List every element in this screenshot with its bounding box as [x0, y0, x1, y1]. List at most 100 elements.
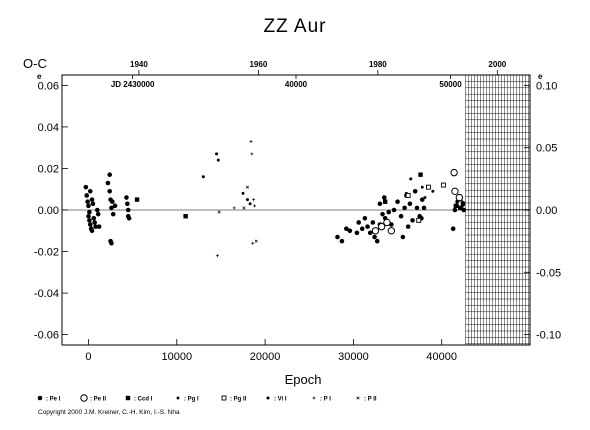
y-exponent-right: e	[538, 72, 543, 81]
jd-label: 40000	[285, 80, 308, 89]
data-point-pe-i	[87, 222, 93, 227]
data-point-pe-i	[109, 205, 114, 211]
y-axis-label: O-C	[23, 56, 47, 71]
series-ccd-i	[134, 172, 466, 219]
y2-tick-label: -0.05	[536, 267, 561, 279]
x-axis-label: Epoch	[285, 372, 322, 387]
legend-symbol	[125, 395, 131, 401]
data-point-p-i	[252, 204, 256, 208]
legend-symbol	[37, 395, 43, 401]
data-point-p-ii	[245, 185, 249, 189]
copyright-text: Copyright 2000 J.M. Kreiner, C.-H. Kim, …	[38, 409, 180, 416]
data-point-pe-i	[356, 220, 361, 225]
data-point-pe-i	[125, 201, 130, 207]
legend-item-pg-i: : Pg I	[176, 397, 199, 403]
data-point-pe-i	[398, 213, 404, 219]
data-point-pe-ii	[383, 218, 391, 227]
legend-item-vi-i: : Vi I	[266, 396, 287, 403]
data-point-vi-i	[216, 158, 220, 162]
y-tick-label: -0.04	[34, 288, 59, 300]
data-point-ccd-i	[458, 205, 463, 211]
legend-symbol	[312, 396, 316, 400]
y-tick-label: 0.04	[38, 122, 59, 134]
x-tick-label: 40000	[426, 351, 457, 363]
data-point-pe-i	[347, 228, 353, 234]
data-point-pe-i	[107, 172, 112, 177]
data-point-vi-i	[431, 189, 435, 193]
legend: : Pe I: Pe II: Ccd I: Pg I: Pg II: Vi I:…	[37, 394, 377, 403]
data-point-pe-i	[110, 199, 115, 204]
y-exponent-left: e	[37, 72, 42, 81]
data-point-pe-i	[461, 207, 467, 213]
legend-label: : Pg II	[230, 397, 247, 403]
data-point-pe-i	[87, 189, 93, 194]
data-point-pe-i	[372, 234, 377, 240]
data-point-pe-i	[344, 226, 349, 231]
data-point-ccd-i	[134, 197, 140, 202]
data-point-pe-i	[110, 211, 116, 217]
data-point-pe-i	[380, 211, 385, 217]
top-year-label: 2000	[488, 60, 506, 69]
legend-item-p-i: : P I	[312, 396, 331, 403]
data-point-pe-i	[125, 207, 131, 213]
data-point-pe-i	[359, 226, 365, 231]
data-point-pg-i	[423, 196, 427, 199]
data-point-pe-ii	[455, 193, 464, 202]
y-tick-label: -0.02	[34, 247, 59, 259]
data-point-pe-i	[410, 218, 415, 223]
legend-item-pe-ii: : Pe II	[80, 394, 106, 403]
data-point-p-ii	[217, 210, 221, 214]
x-tick-label: 30000	[338, 351, 369, 363]
y2-tick-label: 0.00	[536, 205, 557, 217]
data-point-pe-i	[85, 199, 90, 204]
series-vi-i	[201, 152, 435, 206]
data-point-pe-i	[414, 205, 420, 211]
data-point-pe-i	[90, 201, 96, 207]
data-point-pe-i	[382, 195, 387, 200]
data-point-pe-i	[339, 238, 345, 244]
data-point-pe-i	[450, 226, 456, 231]
legend-symbol	[356, 396, 360, 400]
data-point-pe-i	[87, 218, 92, 223]
data-point-pe-i	[86, 213, 91, 219]
data-point-vi-i	[215, 152, 219, 156]
data-point-pe-i	[92, 220, 97, 225]
data-point-pe-i	[362, 216, 368, 221]
y2-tick-label: -0.10	[536, 330, 561, 342]
top-year-label: 1940	[130, 60, 148, 69]
legend-label: : Pg I	[184, 397, 199, 403]
data-point-pe-i	[421, 205, 427, 211]
data-point-pe-i	[95, 207, 100, 213]
legend-item-ccd-i: : Ccd I	[125, 395, 153, 403]
data-point-pe-i	[354, 230, 360, 236]
data-point-pe-i	[386, 209, 392, 215]
data-point-pe-i	[402, 205, 407, 211]
data-point-vi-i	[248, 202, 252, 206]
data-point-vi-i	[409, 177, 413, 181]
data-point-pe-ii	[450, 168, 458, 177]
data-point-pe-i	[84, 193, 90, 198]
y-tick-label: 0.00	[38, 205, 59, 217]
data-point-pg-ii	[441, 182, 446, 188]
data-point-ccd-i	[183, 214, 188, 219]
y-tick-label: -0.06	[34, 330, 59, 342]
data-point-pe-i	[124, 195, 129, 200]
data-point-pe-i	[112, 203, 118, 209]
data-point-pe-i	[395, 199, 400, 204]
x-tick-label: 10000	[161, 351, 192, 363]
data-point-pe-i	[400, 234, 406, 240]
data-point-ccd-i	[382, 199, 388, 204]
data-point-pe-i	[107, 189, 112, 194]
series-pe-ii	[371, 168, 465, 235]
data-point-ccd-i	[418, 172, 423, 177]
data-point-pe-i	[89, 197, 95, 202]
data-point-ccd-i	[460, 201, 466, 206]
data-point-pe-i	[105, 180, 111, 186]
data-point-pe-i	[96, 224, 102, 229]
data-point-pg-ii	[416, 217, 422, 223]
data-point-vi-i	[241, 191, 245, 195]
chart-title: ZZ Aur	[263, 16, 326, 37]
data-point-pe-i	[83, 184, 89, 190]
